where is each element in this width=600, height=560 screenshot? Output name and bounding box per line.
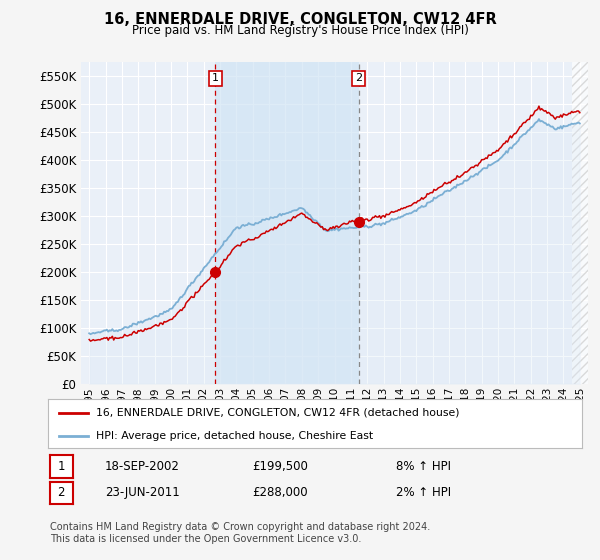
Text: 2: 2 [355,73,362,83]
Text: 2% ↑ HPI: 2% ↑ HPI [396,486,451,500]
Text: Contains HM Land Registry data © Crown copyright and database right 2024.
This d: Contains HM Land Registry data © Crown c… [50,522,430,544]
Text: £199,500: £199,500 [252,460,308,473]
Text: £288,000: £288,000 [252,486,308,500]
Bar [215,62,359,384]
Text: 2: 2 [58,486,65,500]
Text: 23-JUN-2011: 23-JUN-2011 [105,486,180,500]
Text: HPI: Average price, detached house, Cheshire East: HPI: Average price, detached house, Ches… [96,431,373,441]
Text: 8% ↑ HPI: 8% ↑ HPI [396,460,451,473]
Text: 16, ENNERDALE DRIVE, CONGLETON, CW12 4FR: 16, ENNERDALE DRIVE, CONGLETON, CW12 4FR [104,12,496,27]
Text: Price paid vs. HM Land Registry's House Price Index (HPI): Price paid vs. HM Land Registry's House … [131,24,469,37]
Text: 16, ENNERDALE DRIVE, CONGLETON, CW12 4FR (detached house): 16, ENNERDALE DRIVE, CONGLETON, CW12 4FR… [96,408,460,418]
Text: 1: 1 [58,460,65,473]
Text: 18-SEP-2002: 18-SEP-2002 [105,460,180,473]
Text: 1: 1 [212,73,219,83]
Bar [572,62,596,384]
